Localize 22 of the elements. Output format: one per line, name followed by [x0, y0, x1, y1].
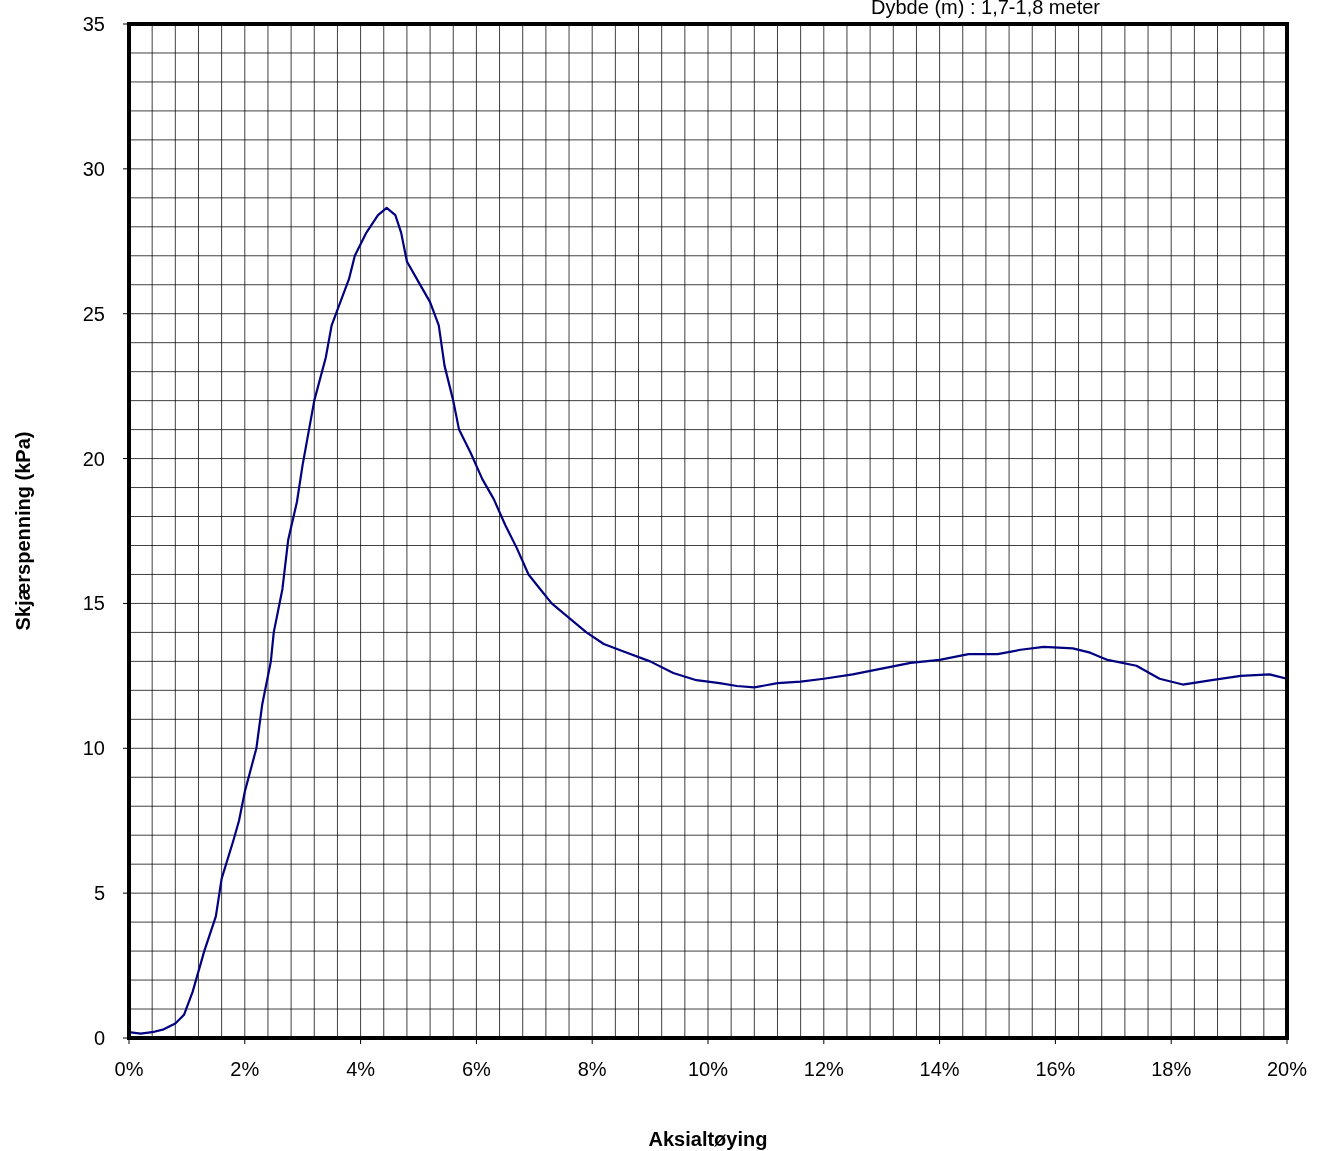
x-tick-label: 6%: [461, 1058, 492, 1080]
y-tick-label: 25: [82, 302, 105, 325]
y-tick-label: 20: [82, 447, 105, 470]
x-tick-label: 14%: [919, 1058, 960, 1080]
chart-title: Dybde (m) : 1,7-1,8 meter: [871, 0, 1101, 18]
x-tick-label: 0%: [114, 1058, 144, 1080]
y-tick-label: 30: [82, 157, 105, 180]
y-tick-label: 10: [82, 737, 105, 760]
x-tick-label: 16%: [1035, 1058, 1076, 1080]
y-tick-label: 5: [93, 882, 105, 905]
x-tick-label: 18%: [1151, 1058, 1192, 1080]
x-tick-label: 8%: [577, 1058, 607, 1080]
x-tick-label: 20%: [1266, 1058, 1308, 1080]
y-tick-label: 15: [82, 592, 105, 615]
x-tick-label: 2%: [230, 1058, 260, 1080]
y-tick-label: 35: [82, 13, 105, 35]
y-tick-label: 0: [93, 1027, 105, 1049]
x-axis-title: Aksialtøying: [648, 1128, 768, 1150]
x-tick-label: 12%: [803, 1058, 845, 1080]
y-axis-title: Skjærspenning (kPa): [12, 431, 34, 631]
x-tick-label: 4%: [346, 1058, 376, 1080]
x-tick-label: 10%: [687, 1058, 729, 1080]
